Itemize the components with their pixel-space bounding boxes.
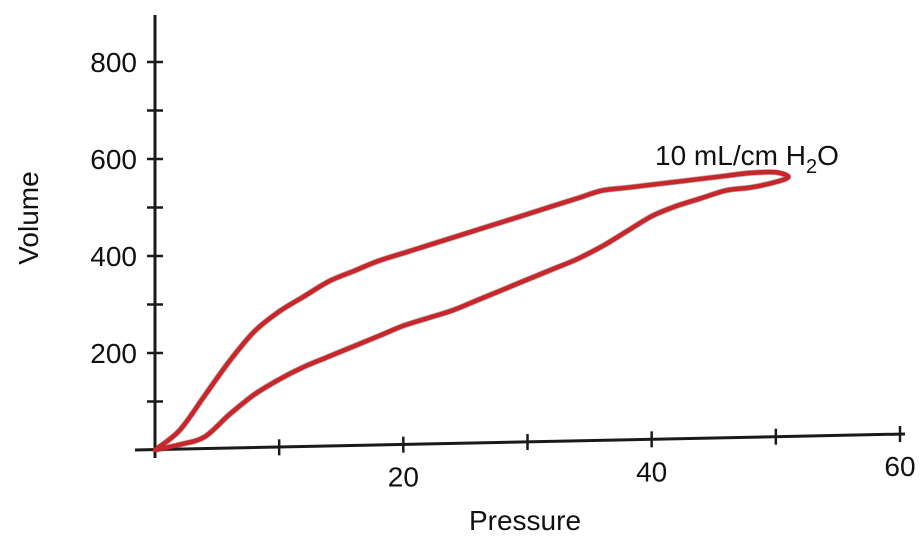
y-tick-label: 800	[90, 47, 137, 78]
x-tick-label: 40	[636, 456, 667, 487]
y-tick-label: 600	[90, 144, 137, 175]
y-axis-ticks: 200 400 600 800	[90, 47, 163, 403]
x-axis	[134, 432, 906, 452]
y-tick-label: 200	[90, 338, 137, 369]
series-line-shadow	[152, 169, 792, 453]
series-line-0	[152, 169, 791, 453]
series-layer	[152, 169, 792, 453]
y-tick-label: 400	[90, 241, 137, 272]
x-tick-label: 20	[388, 462, 419, 493]
compliance-annotation: 10 mL/cm H2O	[655, 140, 839, 178]
annotation-main: 10 mL/cm H	[655, 140, 806, 171]
y-axis-title: Volume	[13, 171, 44, 264]
x-axis-title: Pressure	[469, 505, 581, 536]
x-tick-label: 60	[884, 451, 915, 482]
annotation-subscript: 2	[806, 156, 817, 178]
x-axis-ticks: 20 40 60	[277, 426, 916, 493]
annotation-tail: O	[817, 140, 839, 171]
